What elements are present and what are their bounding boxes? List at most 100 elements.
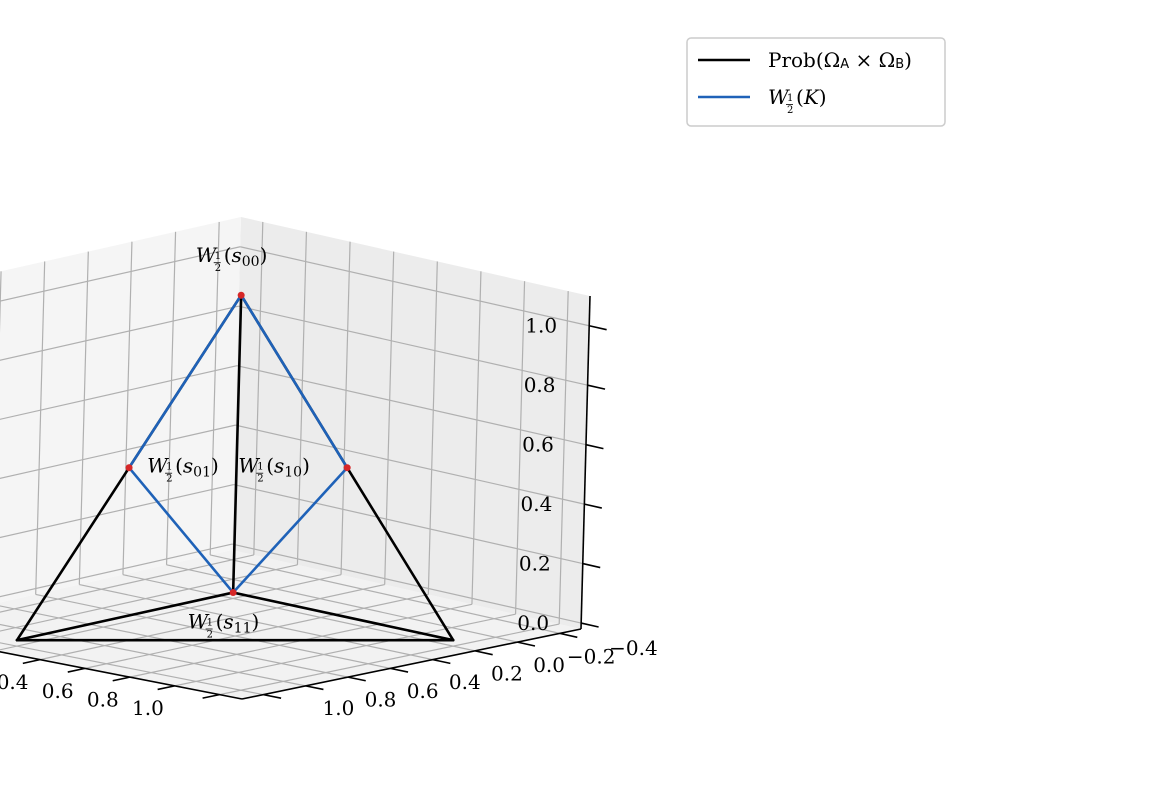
x-tick [157, 685, 175, 691]
grid-line [238, 305, 588, 386]
grid-line [35, 593, 391, 669]
grid-line [122, 241, 133, 575]
z-tick [585, 443, 604, 450]
grid-line [0, 623, 306, 687]
z-tick-label: 0.8 [524, 373, 556, 397]
grid-line [219, 623, 560, 696]
grid-line [35, 261, 46, 595]
z-tick [582, 562, 601, 569]
vertex-label: W12(s10) [238, 454, 310, 485]
vertex-label-arg: (s11) [216, 610, 260, 637]
z-tick-label: 0.2 [519, 552, 551, 576]
z-tick [587, 384, 606, 390]
y-tick-label: −0.2 [567, 645, 616, 669]
grid-line [122, 574, 476, 652]
vertex-label-text: W [238, 454, 260, 478]
y-tick-label: 0.8 [365, 687, 397, 711]
grid-line [210, 554, 560, 634]
x-tick-label: 1.0 [132, 696, 164, 720]
z-tick-label: 0.4 [520, 492, 552, 516]
z-tick [580, 622, 599, 628]
grid-line [39, 583, 385, 661]
grid-line [79, 583, 433, 661]
grid-line [236, 365, 587, 446]
grid-line [209, 221, 220, 555]
vertex-label: W12(s01) [147, 454, 219, 485]
grid-line [427, 261, 438, 595]
grid-line [166, 564, 518, 643]
series-segment [127, 466, 235, 594]
series-segment [15, 591, 235, 642]
vertex-point [343, 464, 351, 472]
vertex-points [125, 291, 351, 597]
y-tick-label: −0.4 [609, 636, 658, 660]
vertex-label: W12(s11) [188, 610, 260, 641]
y-tick [559, 632, 578, 639]
x-tick [202, 693, 220, 699]
y-tick-label: 1.0 [322, 696, 354, 720]
grid-line [471, 271, 482, 605]
half-numerator: 1 [207, 618, 213, 629]
x-tick [67, 667, 86, 673]
grid-line [0, 543, 233, 598]
z-tick-label: 0.0 [517, 611, 549, 635]
half-numerator: 1 [166, 462, 172, 473]
legend-label-w: W12(K) [768, 85, 827, 116]
grid-line [296, 231, 308, 565]
x-axis-line [0, 650, 243, 700]
series-segment [231, 591, 455, 642]
half-denominator: 2 [257, 474, 263, 485]
x-tick-label: 0.4 [0, 670, 29, 694]
series-segment [231, 466, 349, 594]
legend: Prob(ΩA × ΩB) W12(K) [686, 37, 946, 127]
right-wall-pane [0, 217, 241, 603]
grid-line [240, 246, 590, 327]
y-tick-label: 0.2 [491, 662, 523, 686]
y-tick [432, 658, 451, 665]
half-denominator: 2 [215, 263, 221, 274]
grid-line [174, 613, 516, 687]
z-tick [589, 324, 607, 331]
y-tick-label: 0.4 [449, 670, 481, 694]
y-tick [390, 667, 409, 673]
grid-line [0, 484, 234, 539]
legend-box [686, 37, 946, 127]
grid-line [78, 251, 89, 585]
grid-line [0, 564, 298, 632]
grid-line [514, 281, 526, 615]
grid-line [84, 593, 429, 669]
legend-label-prob: Prob(ΩA × ΩB) [768, 48, 912, 72]
z-axis-line [580, 295, 591, 630]
x-tick [112, 676, 130, 682]
grid-line [558, 291, 569, 625]
y-tick [263, 693, 282, 699]
legend-half-den: 2 [787, 105, 793, 116]
vertex-label-arg: (s00) [224, 243, 268, 270]
z-tick-label: 0.6 [522, 433, 554, 457]
vertex-label-arg: (s10) [266, 454, 310, 481]
grid-line [0, 365, 238, 420]
left-wall-pane [232, 217, 590, 629]
x-tick-label: 0.6 [42, 679, 74, 703]
half-denominator: 2 [166, 474, 172, 485]
grid-line [340, 241, 351, 575]
grid-line [253, 221, 264, 555]
z-tick [584, 503, 603, 509]
half-denominator: 2 [207, 630, 213, 641]
y-axis-line [241, 628, 582, 700]
grid-line [0, 554, 254, 613]
vertex-label: W12(s00) [196, 243, 268, 274]
y-tick [474, 650, 493, 656]
x-tick-label: 0.8 [87, 687, 119, 711]
y-tick [347, 676, 366, 682]
half-numerator: 1 [257, 462, 263, 473]
series-segment [127, 293, 243, 469]
legend-w-symbol: W [768, 85, 790, 109]
axes-panes [0, 217, 590, 699]
tick-labels: −0.4−0.20.00.20.40.60.81.0−0.4−0.20.00.2… [0, 314, 658, 720]
vertex-point [229, 589, 237, 597]
grid-line [235, 424, 585, 505]
vertex-label-text: W [147, 454, 169, 478]
grid-line [233, 484, 583, 565]
